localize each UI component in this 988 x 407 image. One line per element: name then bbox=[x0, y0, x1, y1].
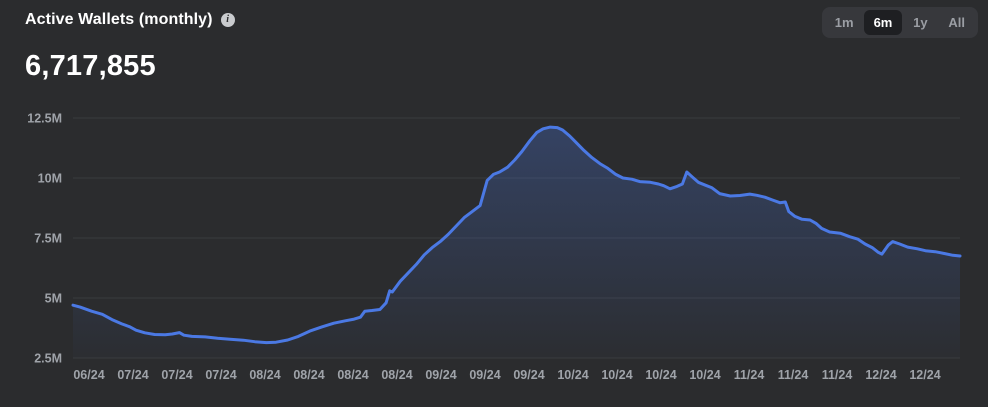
x-axis-tick-label: 11/24 bbox=[734, 368, 765, 382]
x-axis-tick-label: 07/24 bbox=[205, 368, 236, 382]
chart-title: Active Wallets (monthly) bbox=[25, 11, 213, 28]
x-axis-tick-label: 09/24 bbox=[425, 368, 456, 382]
x-axis-tick-label: 08/24 bbox=[293, 368, 324, 382]
x-axis-tick-label: 08/24 bbox=[381, 368, 412, 382]
x-axis-tick-label: 11/24 bbox=[822, 368, 853, 382]
x-axis-tick-label: 07/24 bbox=[161, 368, 192, 382]
x-axis-tick-label: 11/24 bbox=[778, 368, 809, 382]
x-axis-tick-label: 08/24 bbox=[337, 368, 368, 382]
x-axis-tick-label: 08/24 bbox=[249, 368, 280, 382]
metric-value: 6,717,855 bbox=[25, 50, 156, 82]
time-range-selector: 1m 6m 1y All bbox=[821, 7, 978, 38]
y-axis-tick-label: 10M bbox=[38, 172, 62, 186]
x-axis-tick-label: 10/24 bbox=[557, 368, 588, 382]
range-button-all[interactable]: All bbox=[938, 10, 975, 35]
x-axis-tick-label: 12/24 bbox=[909, 368, 940, 382]
x-axis-tick-label: 10/24 bbox=[645, 368, 676, 382]
range-button-6m[interactable]: 6m bbox=[863, 10, 903, 35]
x-axis-tick-label: 06/24 bbox=[73, 368, 104, 382]
range-button-1y[interactable]: 1y bbox=[902, 10, 938, 35]
y-axis-tick-label: 7.5M bbox=[34, 232, 62, 246]
x-axis-tick-label: 07/24 bbox=[117, 368, 148, 382]
x-axis-tick-label: 12/24 bbox=[865, 368, 896, 382]
chart-header: Active Wallets (monthly) i bbox=[25, 11, 235, 29]
series-line bbox=[71, 125, 962, 345]
x-axis-tick-label: 09/24 bbox=[513, 368, 544, 382]
info-icon[interactable]: i bbox=[220, 13, 235, 27]
y-axis-tick-label: 12.5M bbox=[27, 112, 62, 126]
series-area-fill bbox=[73, 127, 960, 358]
x-axis-tick-label: 09/24 bbox=[469, 368, 500, 382]
x-axis-tick-label: 10/24 bbox=[689, 368, 720, 382]
y-axis-tick-label: 2.5M bbox=[34, 352, 62, 366]
range-button-1m[interactable]: 1m bbox=[825, 10, 864, 35]
x-axis-tick-label: 10/24 bbox=[601, 368, 632, 382]
y-axis-tick-label: 5M bbox=[45, 292, 62, 306]
